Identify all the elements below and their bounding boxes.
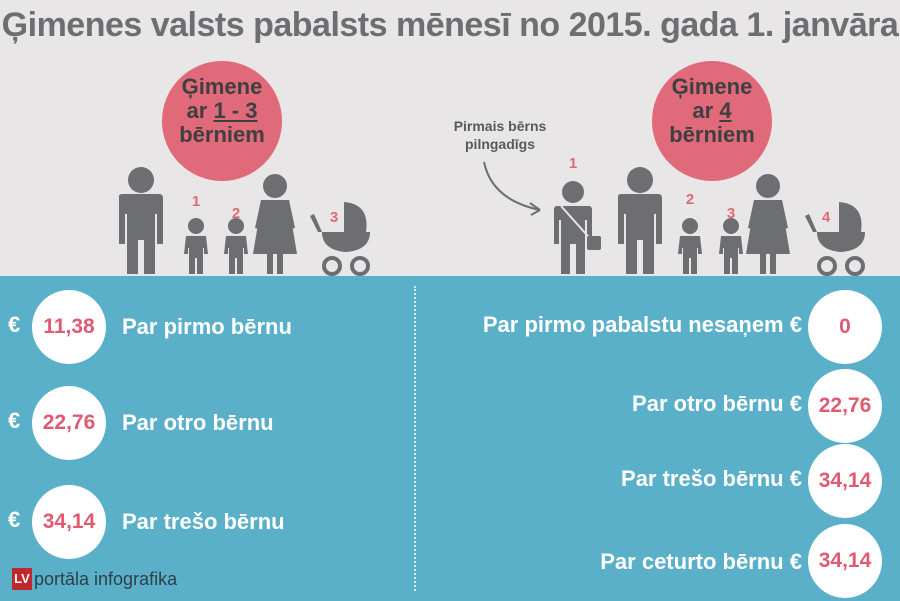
badge-family-4: Ģimene ar 4 bērniem (652, 61, 772, 181)
child-number: 2 (686, 191, 694, 208)
child-figure (678, 218, 702, 274)
amount-first-child: 11,38 (32, 290, 106, 364)
panel-divider (414, 286, 416, 591)
child-number: 1 (192, 193, 200, 210)
pram-figure (308, 200, 372, 276)
page-title: Ģimenes valsts pabalsts mēnesī no 2015. … (1, 6, 899, 44)
first-child-adult-note: Pirmais bērns pilngadīgs (453, 118, 547, 152)
child-figure (224, 218, 248, 274)
euro-sign: € (8, 507, 21, 532)
label-second-child: Par otro bērnu € (632, 391, 802, 416)
label-third-child: Par trešo bērnu € (621, 466, 802, 491)
label-second-child: Par otro bērnu (122, 410, 274, 435)
child-figure (184, 218, 208, 274)
label-first-benefit-none: Par pirmo pabalstu nesaņem € (482, 312, 802, 337)
label-first-child: Par pirmo bērnu (122, 314, 292, 339)
amount-third-child: 34,14 (808, 444, 882, 518)
father-figure (119, 167, 163, 274)
benefits-panel (0, 276, 900, 601)
brand-text: portāla infografika (34, 568, 178, 589)
child-figure (719, 218, 743, 274)
teen-figure (553, 180, 602, 275)
lv-logo: LV (12, 568, 32, 590)
amount-third-child: 34,14 (32, 485, 106, 559)
father-figure (618, 167, 662, 274)
euro-sign: € (8, 408, 21, 433)
pointer-arrow (483, 161, 541, 211)
label-third-child: Par trešo bērnu (122, 509, 285, 534)
amount-second-child: 22,76 (32, 386, 106, 460)
child-number: 3 (727, 205, 735, 222)
label-fourth-child: Par ceturto bērnu € (600, 549, 802, 574)
euro-sign: € (8, 312, 21, 337)
badge-family-1-3: Ģimene ar 1 - 3 bērniem (162, 61, 282, 181)
mother-figure (253, 174, 297, 274)
child-number: 1 (569, 155, 577, 172)
amount-first-benefit: 0 (808, 290, 882, 364)
amount-fourth-child: 34,14 (808, 524, 882, 598)
child-number: 4 (822, 209, 831, 226)
portal-branding: LV portāla infografika (12, 568, 177, 592)
child-number: 2 (232, 205, 240, 222)
pram-figure (803, 200, 867, 276)
child-number: 3 (330, 209, 338, 226)
family-illustration: 1 2 3 1 2 3 4 (119, 155, 867, 276)
amount-second-child: 22,76 (808, 369, 882, 443)
mother-figure (746, 174, 790, 274)
